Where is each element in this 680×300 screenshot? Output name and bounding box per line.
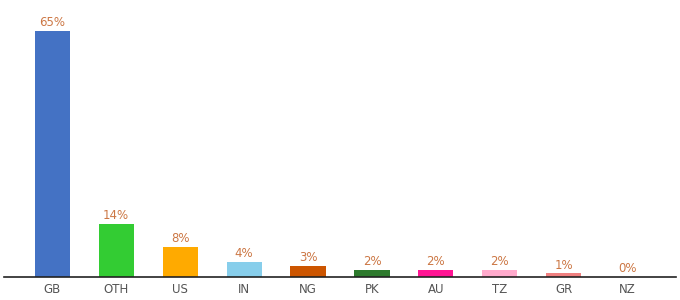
Text: 8%: 8% (171, 232, 190, 245)
Bar (290, 266, 326, 277)
Bar (354, 270, 390, 277)
Bar (99, 224, 134, 277)
Text: 2%: 2% (490, 255, 509, 268)
Text: 0%: 0% (619, 262, 637, 275)
Bar (226, 262, 262, 277)
Bar (546, 274, 581, 277)
Text: 4%: 4% (235, 247, 254, 260)
Bar (35, 31, 70, 277)
Text: 1%: 1% (554, 259, 573, 272)
Bar (482, 270, 517, 277)
Text: 3%: 3% (299, 251, 318, 264)
Bar (418, 270, 454, 277)
Text: 14%: 14% (103, 209, 129, 222)
Text: 65%: 65% (39, 16, 65, 29)
Text: 2%: 2% (426, 255, 445, 268)
Text: 2%: 2% (362, 255, 381, 268)
Bar (163, 247, 198, 277)
